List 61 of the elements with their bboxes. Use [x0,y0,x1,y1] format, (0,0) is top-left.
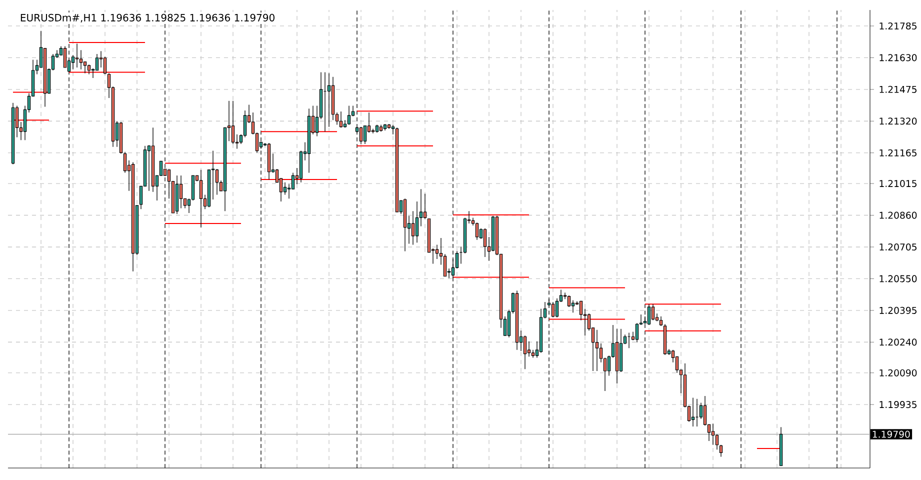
y-tick-label: 1.21785 [880,22,916,30]
candlestick [691,397,695,427]
candlestick [103,56,107,75]
candlestick [95,54,99,71]
candlestick [359,126,363,144]
candlestick [231,100,235,144]
candlestick [347,105,351,126]
y-tick-label: 1.21320 [880,118,917,125]
candlestick [567,295,571,308]
candlestick [79,50,83,70]
candlestick [635,322,639,343]
candlestick [411,210,415,246]
candlestick [363,125,367,144]
candlestick [527,340,531,358]
candlestick [443,254,447,277]
y-tick-label: 1.19935 [880,401,916,408]
candlestick [571,300,575,314]
y-tick-label: 1.21165 [880,149,916,156]
candlestick [63,46,67,68]
candlestick [651,304,655,321]
y-tick-label: 1.20240 [880,338,917,346]
candlestick [523,335,527,370]
y-tick-label: 1.20395 [880,306,916,314]
candlestick [215,168,219,196]
candlestick [719,444,723,458]
candlestick [715,434,719,450]
candlestick [283,182,287,196]
candlestick [291,172,295,190]
candlestick [75,43,79,68]
y-tick-label: 1.20860 [880,212,917,219]
y-tick-label: 1.20550 [880,275,917,282]
y-tick-label: 1.21630 [880,54,917,62]
candlestick [711,423,715,446]
candlestick [423,193,427,220]
y-tick-label: 1.21015 [880,180,916,188]
y-tick-label: 1.20705 [880,243,916,251]
candlestick [339,111,343,128]
candlestick [123,151,127,174]
y-tick-label: 1.21475 [880,86,916,93]
candlestick [483,228,487,258]
candlestick [579,300,583,321]
candlestick [659,316,663,326]
candlestick [555,298,559,318]
candlestick [147,144,151,192]
candlestick [71,54,75,70]
candlestick [415,201,419,244]
candlestick [83,61,87,74]
candlestick [475,222,479,240]
candlestick [371,128,375,134]
chart-title: EURUSDm#,H1 1.19636 1.19825 1.19636 1.19790 [20,14,274,22]
candlestick [551,302,555,318]
candlestick [327,72,331,128]
y-tick-label: 1.20090 [880,369,917,376]
candlestick [199,169,203,228]
candlestick [179,175,183,209]
candlestick [87,64,91,75]
candlestick [435,244,439,260]
candlestick [595,330,599,372]
ref-line-label: 1.19790 [872,430,910,438]
candlestick [647,304,651,326]
candlestick [695,398,699,427]
